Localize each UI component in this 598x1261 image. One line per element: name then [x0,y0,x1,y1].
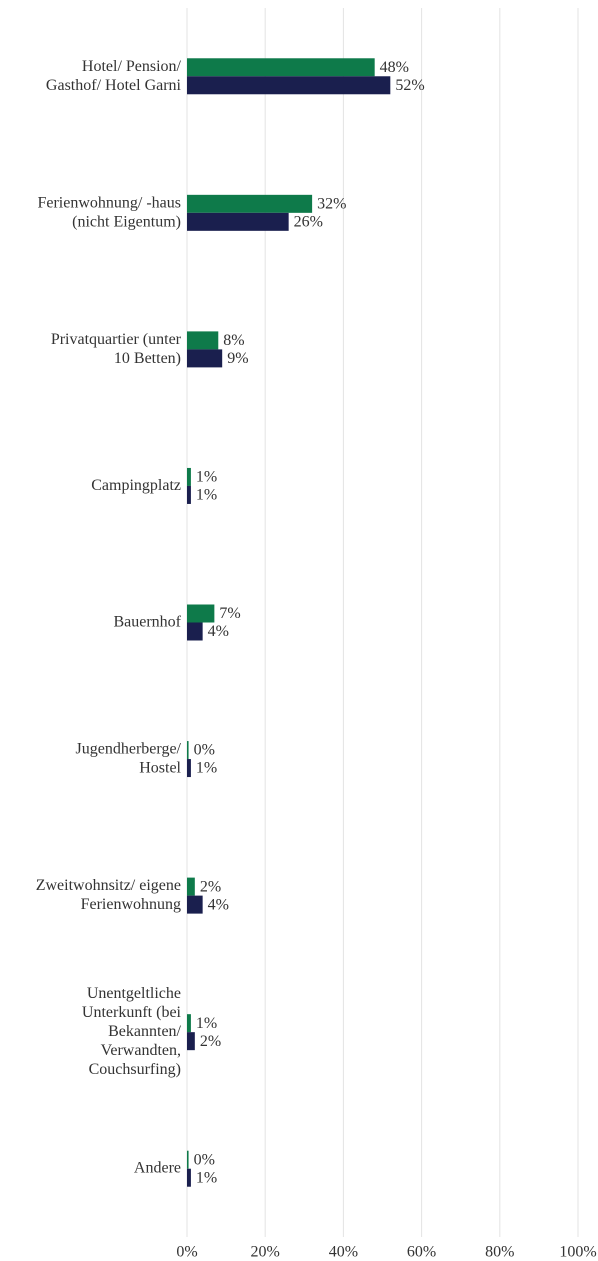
value-label: 1% [196,487,217,504]
y-tick-label: Jugendherberge/Hostel [76,740,182,776]
value-label: 0% [194,742,215,759]
y-tick-label: Unentgeltliche Unterkunft (bei Bekannten/V… [82,985,182,1078]
x-tick-label: 60% [407,1244,436,1261]
y-tick-label-line: Unterkunft (bei [82,1004,182,1021]
y-tick-label: Hotel/ Pension/Gasthof/ Hotel Garni [46,57,182,93]
x-tick-label: 0% [176,1244,197,1261]
value-label: 2% [200,1033,221,1050]
bar [187,467,191,486]
value-label: 1% [196,1015,217,1032]
y-tick-label-line: Ferienwohnung [81,896,181,913]
bar [187,1150,189,1169]
value-label: 26% [294,214,323,231]
y-tick-label-line: Unentgeltliche [87,985,181,1002]
y-tick-label-line: Hostel [139,759,181,776]
x-tick-label: 40% [329,1244,358,1261]
bar [187,1168,191,1187]
value-label: 52% [395,77,424,94]
y-tick-label-line: Ferienwohnung/ -haus [37,194,181,211]
y-tick-label: Ferienwohnung/ -haus (nicht Eigentum) [37,194,181,230]
bar [187,212,289,231]
y-tick-label-line: Campingplatz [91,477,181,494]
y-tick-label-line: Hotel/ Pension/ [82,57,182,74]
x-tick-label: 20% [251,1244,280,1261]
y-tick-label-line: Bekannten/ [108,1023,181,1040]
y-tick-label-line: (nicht Eigentum) [72,213,181,230]
x-tick-label: 100% [559,1244,596,1261]
x-tick-label: 80% [485,1244,514,1261]
value-label: 2% [200,878,221,895]
y-tick-label-line: Verwandten, [101,1042,181,1059]
y-tick-label: Campingplatz [91,477,181,494]
value-label: 32% [317,196,346,213]
bar [187,741,189,760]
value-label: 48% [380,59,409,76]
y-tick-label-line: Bauernhof [113,613,181,630]
value-label: 9% [227,350,248,367]
value-label: 8% [223,332,244,349]
bar [187,194,313,213]
value-label: 4% [208,623,229,640]
y-tick-label-line: Privatquartier (unter [51,331,182,348]
y-tick-label: Zweitwohnsitz/ eigene Ferienwohnung [36,877,181,913]
value-label: 0% [194,1151,215,1168]
y-tick-label: Privatquartier (unter 10 Betten) [51,331,182,367]
bar [187,759,191,778]
y-tick-label: Andere [134,1159,181,1176]
y-tick-label-line: Zweitwohnsitz/ eigene [36,877,181,894]
value-label: 1% [196,469,217,486]
y-tick-label: Bauernhof [113,613,181,630]
y-tick-label-line: Andere [134,1159,181,1176]
y-tick-label-line: Jugendherberge/ [76,740,182,757]
bar [187,895,203,914]
y-tick-label-line: Gasthof/ Hotel Garni [46,76,182,93]
bar [187,604,215,623]
bar [187,877,195,896]
bar [187,58,375,77]
y-tick-label-line: Couchsurfing) [89,1061,181,1078]
y-tick-label-line: 10 Betten) [114,350,181,367]
bar [187,622,203,641]
bar [187,331,219,350]
bar [187,349,223,368]
value-label: 1% [196,1169,217,1186]
bar [187,1014,191,1033]
value-label: 1% [196,760,217,777]
bar [187,485,191,504]
bar [187,1032,195,1051]
bar [187,76,391,95]
value-label: 7% [219,605,240,622]
value-label: 4% [208,896,229,913]
